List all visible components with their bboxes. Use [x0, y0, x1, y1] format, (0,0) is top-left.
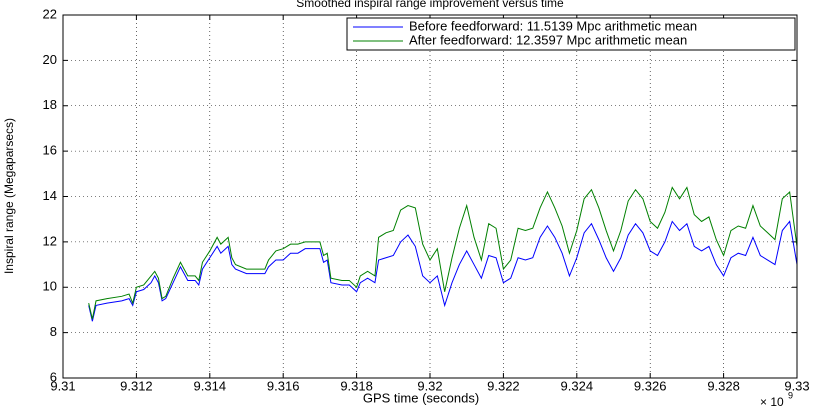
x-tick-label: 9.322	[487, 378, 520, 393]
x-tick-label: 9.318	[340, 378, 373, 393]
legend: Before feedforward: 11.5139 Mpc arithmet…	[346, 17, 796, 51]
y-tick-label: 10	[43, 279, 57, 294]
x-tick-label: 9.32	[417, 378, 442, 393]
x-tick-label: 9.31	[50, 378, 75, 393]
x-tick-label: 9.326	[634, 378, 667, 393]
x-tick-label: 9.314	[194, 378, 227, 393]
x-tick-label: 9.324	[561, 378, 594, 393]
y-tick-label: 8	[50, 324, 57, 339]
y-tick-label: 22	[43, 6, 57, 21]
y-tick-label: 6	[50, 369, 57, 384]
legend-label: Before feedforward: 11.5139 Mpc arithmet…	[409, 18, 697, 33]
y-axis-label: Inspiral range (Megaparsecs)	[2, 118, 16, 274]
y-tick-label: 20	[43, 52, 57, 67]
x-tick-label: 9.328	[707, 378, 740, 393]
x-tick-label: 9.316	[267, 378, 300, 393]
legend-label: After feedforward: 12.3597 Mpc arithmeti…	[409, 32, 687, 47]
y-tick-label: 18	[43, 97, 57, 112]
y-tick-label: 12	[43, 233, 57, 248]
chart-title: Smoothed inspiral range improvement vers…	[296, 0, 564, 10]
x-multiplier: × 10	[760, 395, 784, 408]
series-line	[88, 220, 798, 322]
series-line	[88, 186, 798, 320]
legend-box	[346, 17, 796, 51]
x-tick-label: 9.312	[120, 378, 153, 393]
y-tick-label: 16	[43, 143, 57, 158]
x-multiplier-exponent: 9	[788, 390, 793, 400]
y-tick-label: 14	[43, 188, 57, 203]
x-axis-label: GPS time (seconds)	[363, 390, 479, 405]
x-tick-label: 9.33	[784, 378, 809, 393]
axes-box	[62, 14, 798, 379]
